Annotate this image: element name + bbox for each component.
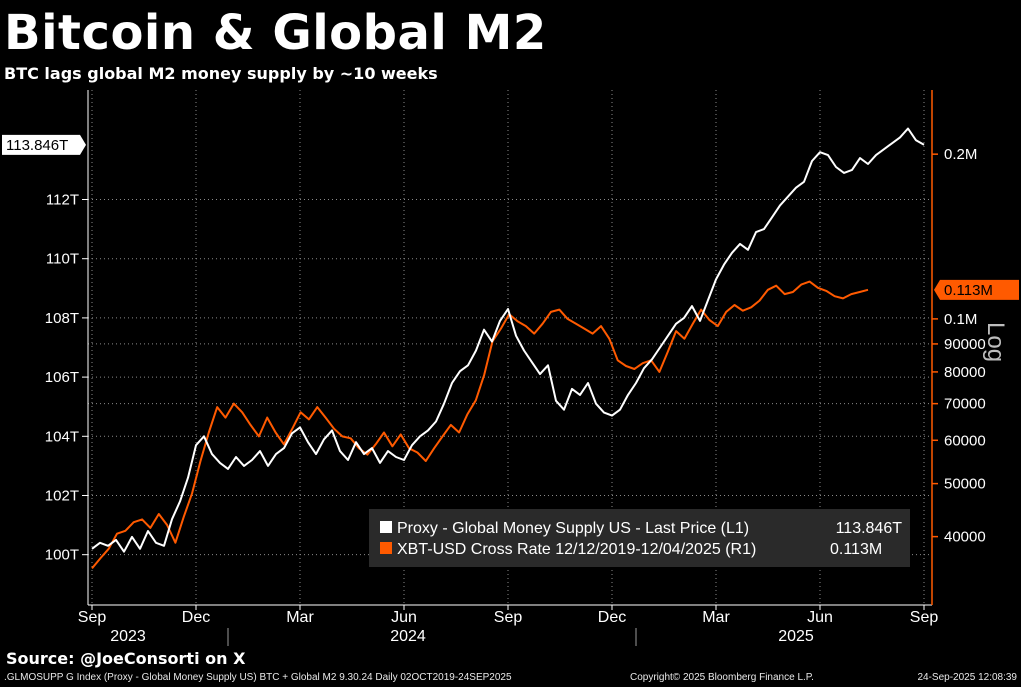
right-axis-tick-label: 40000 bbox=[944, 529, 986, 546]
footer-timestamp: 24-Sep-2025 12:08:39 bbox=[917, 672, 1017, 683]
x-axis-tick-label: Sep bbox=[494, 609, 523, 626]
right-axis-tick-label: 50000 bbox=[944, 476, 986, 493]
left-axis-tick-label: 100T bbox=[45, 547, 79, 564]
footer-ticker-info: .GLMOSUPP G Index (Proxy - Global Money … bbox=[4, 672, 512, 683]
axes: 100T 102T 104T 106T 108T 110T 112T 113.846T 4000… bbox=[2, 90, 1019, 646]
btc-series-line bbox=[91, 280, 869, 570]
chart-title: Bitcoin & Global M2 bbox=[4, 5, 547, 61]
footer-copyright: Copyright© 2025 Bloomberg Finance L.P. bbox=[630, 672, 814, 683]
grid-lines bbox=[88, 90, 932, 605]
x-axis-tick-label: Mar bbox=[286, 609, 314, 626]
left-axis-tick-label: 102T bbox=[45, 487, 79, 504]
left-last-value-tag bbox=[2, 134, 86, 155]
right-axis-tick-label: 0.2M bbox=[944, 146, 977, 163]
left-axis-tick-label: 112T bbox=[46, 192, 79, 209]
x-axis-year-label: 2025 bbox=[778, 628, 814, 645]
x-axis-tick-label: Mar bbox=[702, 609, 730, 626]
left-axis-tick-label: 106T bbox=[45, 369, 79, 386]
legend-swatch-m2 bbox=[380, 521, 392, 533]
right-axis-tick-label: 90000 bbox=[944, 336, 986, 353]
legend-value-m2: 113.846T bbox=[836, 520, 903, 537]
x-axis-tick-label: Jun bbox=[391, 609, 417, 626]
m2-series-line bbox=[91, 127, 925, 553]
right-axis-tick-label: 0.1M bbox=[944, 311, 977, 328]
source-credit: Source: @JoeConsorti on X bbox=[6, 649, 246, 668]
right-axis-tick-label: 80000 bbox=[944, 364, 986, 381]
legend-swatch-btc bbox=[380, 542, 392, 554]
legend-box bbox=[369, 509, 910, 567]
left-axis-tick-label: 104T bbox=[45, 428, 79, 445]
x-axis-tick-label: Dec bbox=[182, 609, 210, 626]
x-axis-year-label: 2023 bbox=[110, 628, 146, 645]
chart-subtitle: BTC lags global M2 money supply by ~10 w… bbox=[4, 64, 438, 83]
right-last-value-tag bbox=[934, 279, 1019, 300]
right-last-value-label: 0.113M bbox=[944, 282, 993, 299]
left-axis-tick-label: 110T bbox=[46, 251, 79, 268]
legend: Proxy - Global Money Supply US - Last Pr… bbox=[369, 509, 910, 567]
right-axis-tick-label: 60000 bbox=[944, 432, 986, 449]
left-axis-tick-label: 108T bbox=[45, 310, 79, 327]
legend-label-btc: XBT-USD Cross Rate 12/12/2019-12/04/2025… bbox=[397, 541, 756, 558]
x-axis-tick-label: Sep bbox=[78, 609, 107, 626]
series-lines bbox=[91, 127, 925, 570]
x-axis-tick-label: Sep bbox=[910, 609, 939, 626]
legend-value-btc: 0.113M bbox=[830, 541, 882, 558]
left-last-value-label: 113.846T bbox=[6, 137, 68, 154]
x-axis-year-label: 2024 bbox=[390, 628, 426, 645]
x-axis-tick-label: Jun bbox=[807, 609, 833, 626]
right-axis-tick-label: 70000 bbox=[944, 396, 986, 413]
legend-label-m2: Proxy - Global Money Supply US - Last Pr… bbox=[397, 520, 749, 537]
x-axis-tick-label: Dec bbox=[598, 609, 626, 626]
right-axis-log-label: Log bbox=[982, 322, 1009, 362]
